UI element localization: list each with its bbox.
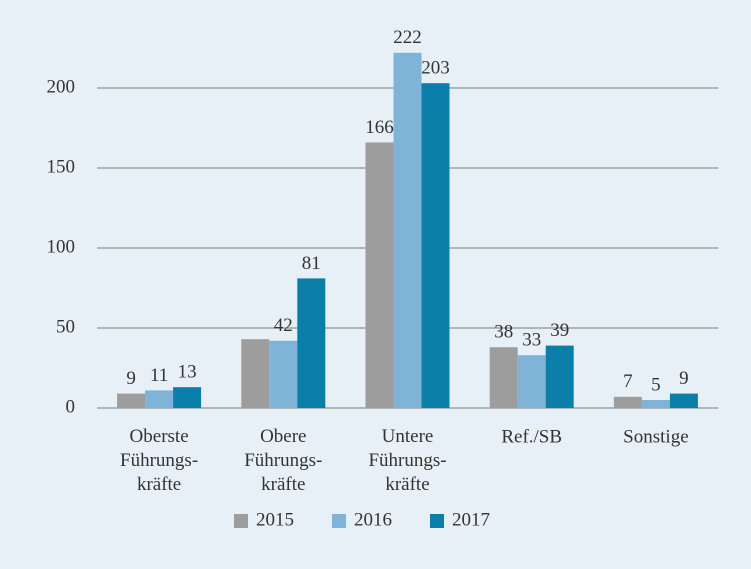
bar: [613, 396, 642, 408]
legend-label: 2015: [256, 509, 294, 530]
value-label: 33: [522, 330, 541, 351]
y-tick-label: 200: [47, 76, 76, 97]
bar: [489, 347, 518, 408]
y-tick-label: 0: [66, 396, 76, 417]
value-label: 11: [150, 365, 168, 386]
legend-swatch: [332, 514, 346, 528]
value-label: 203: [421, 58, 450, 79]
value-label: 81: [302, 253, 321, 274]
value-label: 9: [126, 368, 136, 389]
bar: [545, 345, 574, 408]
value-label: 5: [651, 374, 661, 395]
bar: [421, 83, 450, 408]
bar: [669, 393, 698, 408]
bar: [173, 387, 202, 408]
bar: [297, 278, 326, 408]
legend-swatch: [234, 514, 248, 528]
value-label: 42: [274, 315, 293, 336]
legend-label: 2017: [452, 509, 490, 530]
value-label: 9: [679, 368, 689, 389]
y-tick-label: 100: [47, 236, 76, 257]
bar: [241, 339, 270, 408]
bar: [117, 393, 146, 408]
x-tick-label: Untere Führungs-kräfte: [368, 426, 446, 495]
y-tick-label: 50: [56, 316, 75, 337]
value-label: 166: [365, 117, 394, 138]
x-tick-label: Ref./SB: [501, 426, 562, 447]
value-label: 7: [623, 371, 633, 392]
bar: [145, 390, 174, 408]
bar: [365, 142, 394, 408]
bar: [393, 52, 422, 409]
legend-swatch: [430, 514, 444, 528]
bar: [641, 400, 670, 408]
value-label: 39: [550, 320, 569, 341]
x-tick-label: Oberste Führungs-kräfte: [120, 426, 198, 495]
value-label: 222: [393, 27, 422, 48]
legend-label: 2016: [354, 509, 392, 530]
x-tick-label: Sonstige: [623, 426, 688, 447]
value-label: 38: [494, 322, 513, 343]
x-tick-label: Obere Führungs-kräfte: [244, 426, 322, 495]
value-label: 13: [178, 362, 197, 383]
y-tick-label: 150: [47, 156, 76, 177]
bar: [517, 355, 546, 408]
bar: [269, 340, 298, 408]
